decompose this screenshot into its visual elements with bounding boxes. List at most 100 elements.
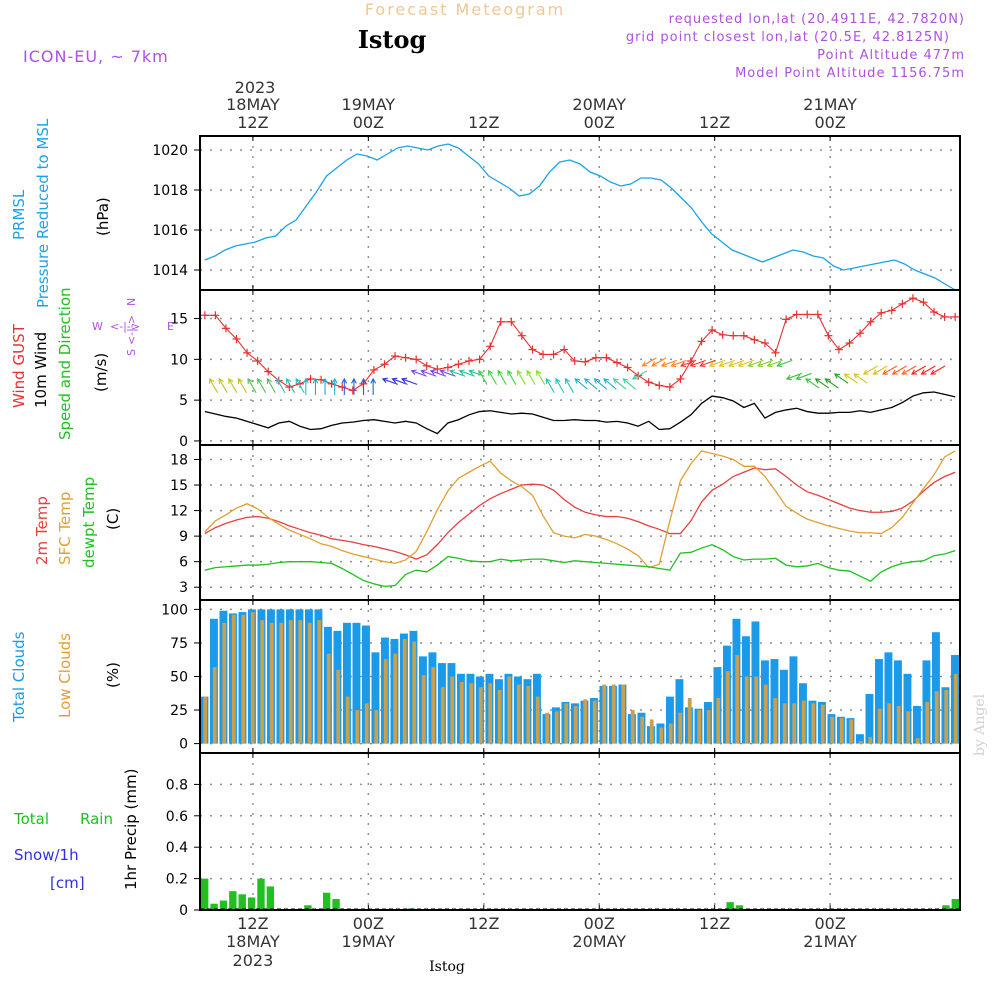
wind10m-label: 10m Wind <box>32 332 50 408</box>
precip-ytick-label: 0.2 <box>166 872 188 888</box>
wind-arrow <box>805 378 820 389</box>
wind-arrow-head <box>824 378 831 384</box>
wind-arrow-head <box>391 377 398 384</box>
low-cloud-bar <box>925 702 930 744</box>
low-cloud-bar <box>744 676 749 744</box>
wind-arrow-head <box>891 369 898 375</box>
rain-label-1: Total <box>13 810 49 828</box>
low-cloud-bar <box>212 667 217 744</box>
wind-arrow <box>690 359 706 367</box>
total-cloud-bar <box>856 734 864 744</box>
low-cloud-bar <box>535 696 540 744</box>
top-hour-label: 12Z <box>468 113 499 132</box>
wind-arrow-head <box>641 361 648 367</box>
bottom-hour-label: 12Z <box>699 914 730 933</box>
low-cloud-bar <box>725 671 730 744</box>
temp-frame <box>199 444 961 601</box>
rain-label-2: Rain <box>80 810 113 828</box>
wind-arrow-head <box>555 377 561 384</box>
low-cloud-bar <box>801 700 806 744</box>
wind-arrow-head <box>536 369 542 376</box>
wind-arrow-head <box>257 377 263 384</box>
wind-arrow <box>825 378 839 389</box>
top-date-label: 20MAY <box>572 95 626 114</box>
rain-bar <box>951 899 959 910</box>
total-clouds-label: Total Clouds <box>10 631 28 723</box>
wind-arrow-head <box>497 369 503 376</box>
wind-arrow <box>218 378 228 394</box>
low-clouds-label: Low Clouds <box>56 633 74 718</box>
point-altitude: Point Altitude 477m <box>817 48 965 63</box>
wind-arrow-head <box>237 377 244 384</box>
temp2m-label: 2m Temp <box>33 496 51 565</box>
bottom-hour-label: 00Z <box>584 914 615 933</box>
wind-arrow-head <box>449 369 456 375</box>
low-cloud-bar <box>773 697 778 744</box>
wind-arrow <box>651 357 667 367</box>
pressure-labels: PRMSL Pressure Reduced to MSL (hPa) <box>10 118 112 308</box>
total-cloud-bar <box>884 652 893 744</box>
wind-arrow-head <box>322 377 328 384</box>
wind-arrow-head <box>360 377 367 384</box>
low-cloud-bar <box>383 659 388 744</box>
wind-arrow-head <box>458 369 465 375</box>
wind-arrow <box>392 378 408 385</box>
wind-arrow-head <box>776 361 783 368</box>
panels: 1014 1016 1018 1020 0 5 10 15 3 6 9 12 15 18 0 25 50 75 10… <box>152 135 961 919</box>
wind-arrow <box>247 378 257 394</box>
clouds-unit: (%) <box>104 662 122 688</box>
wind-arrow <box>603 378 617 390</box>
low-cloud-bar <box>906 711 911 744</box>
total-cloud-bar <box>913 706 921 744</box>
compass-n: N <box>125 298 138 306</box>
total-cloud-bar <box>789 656 798 744</box>
wind-dir-label: Speed and Direction <box>56 287 74 440</box>
model-altitude: Model Point Altitude 1156.75m <box>735 66 965 81</box>
wind-frame <box>199 289 961 446</box>
low-cloud-bar <box>402 638 407 744</box>
low-cloud-bar <box>839 718 844 744</box>
low-cloud-bar <box>364 703 369 744</box>
low-cloud-bar <box>469 683 474 744</box>
wind-arrow <box>873 365 888 375</box>
wind-arrow <box>613 378 627 390</box>
snow-unit: [cm] <box>50 874 85 892</box>
wind-arrow-head <box>766 361 773 368</box>
wind-arrow <box>661 359 677 367</box>
temp-unit: (C) <box>104 508 122 530</box>
wind-arrow-head <box>478 369 484 376</box>
pressure-unit: (hPa) <box>94 197 112 236</box>
wind-arrow <box>709 359 726 367</box>
wind-arrow <box>757 359 774 367</box>
wind-arrow <box>622 378 636 390</box>
low-cloud-bar <box>545 712 550 744</box>
temp-ytick-label: 6 <box>179 555 188 571</box>
wind-arrow-head <box>679 361 687 368</box>
bottom-year-label: 2023 <box>233 951 274 970</box>
wind-arrow-head <box>853 373 860 379</box>
low-cloud-bar <box>440 687 445 744</box>
precip-ytick-label: 0.4 <box>166 840 188 856</box>
bottom-hour-label: 12Z <box>237 914 268 933</box>
wind-arrow-head <box>583 378 590 384</box>
wind-ytick-label: 15 <box>170 312 188 328</box>
low-cloud-bar <box>754 676 759 744</box>
wind-arrow-head <box>312 377 319 384</box>
low-cloud-bar <box>250 612 255 744</box>
clouds-ytick-label: 25 <box>170 703 188 719</box>
wind-ytick-label: 10 <box>170 352 188 368</box>
pressure-label-1: PRMSL <box>10 189 28 240</box>
low-cloud-bar <box>497 689 502 744</box>
wind-arrow-head <box>660 361 667 368</box>
total-cloud-bar <box>352 622 361 744</box>
gust-label: Wind GUST <box>10 323 28 408</box>
top-hour-label: 00Z <box>814 113 845 132</box>
wind-arrow <box>853 373 868 384</box>
low-cloud-bar <box>317 620 322 744</box>
wind-arrow-head <box>843 373 850 379</box>
wind-arrow <box>902 365 917 375</box>
wind-arrow <box>286 378 296 394</box>
svg-text:<-|->: <-|-> <box>125 315 138 345</box>
temp-line-1 <box>204 450 956 569</box>
low-cloud-bar <box>488 683 493 744</box>
